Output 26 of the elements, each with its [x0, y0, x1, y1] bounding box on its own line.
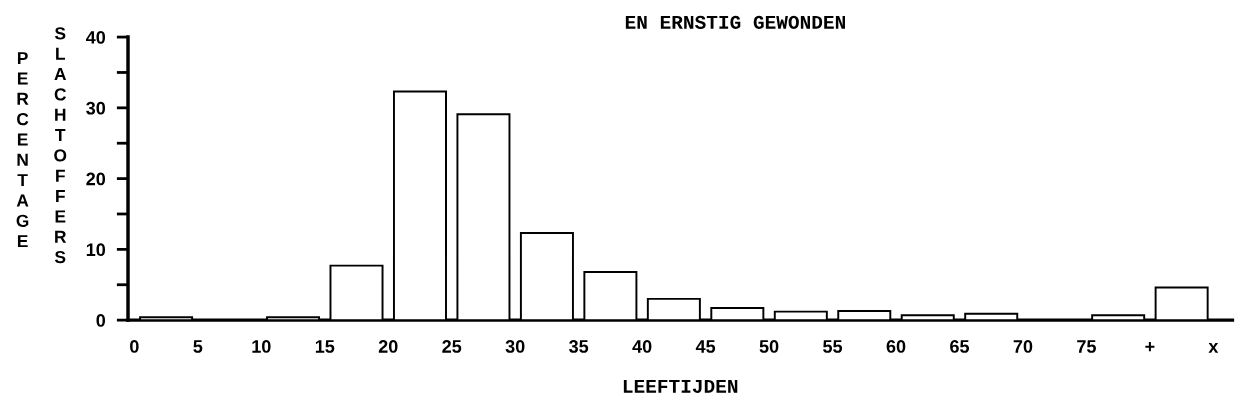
x-tick-label: 5: [193, 340, 203, 353]
y-tick-label: 30: [86, 101, 106, 115]
y-tick-label: 40: [85, 31, 106, 44]
y-tick-label: 20: [86, 172, 106, 186]
x-tick-label: 35: [569, 340, 589, 353]
x-tick-label: 15: [315, 340, 335, 353]
x-tick-label: 55: [823, 340, 843, 353]
x-tick-label: 25: [442, 340, 462, 353]
x-tick-label: 0: [130, 340, 139, 353]
x-tick-label: +: [1145, 342, 1155, 352]
x-axis-title: LEEFTIJDEN: [623, 379, 738, 393]
x-tick-label: 20: [378, 340, 398, 353]
x-tick-label: 45: [695, 340, 716, 353]
x-tick-label: 60: [886, 340, 906, 353]
x-tick-label: 50: [759, 340, 779, 353]
y-tick-label: 10: [86, 243, 106, 257]
x-tick-label: 70: [1013, 340, 1033, 353]
x-tick-label: 10: [252, 340, 271, 353]
x-tick-label: 75: [1077, 340, 1096, 353]
chart-title: EN ERNSTIG GEWONDEN: [625, 15, 845, 29]
x-tick-label: 40: [632, 340, 652, 353]
x-tick-label: 30: [505, 340, 525, 353]
x-tick-label: 65: [950, 340, 970, 353]
text: x: [1208, 343, 1219, 353]
y-tick-label: 0: [96, 314, 106, 327]
text: PERCENTAGE SLACHTOFFERS: [16, 27, 67, 264]
